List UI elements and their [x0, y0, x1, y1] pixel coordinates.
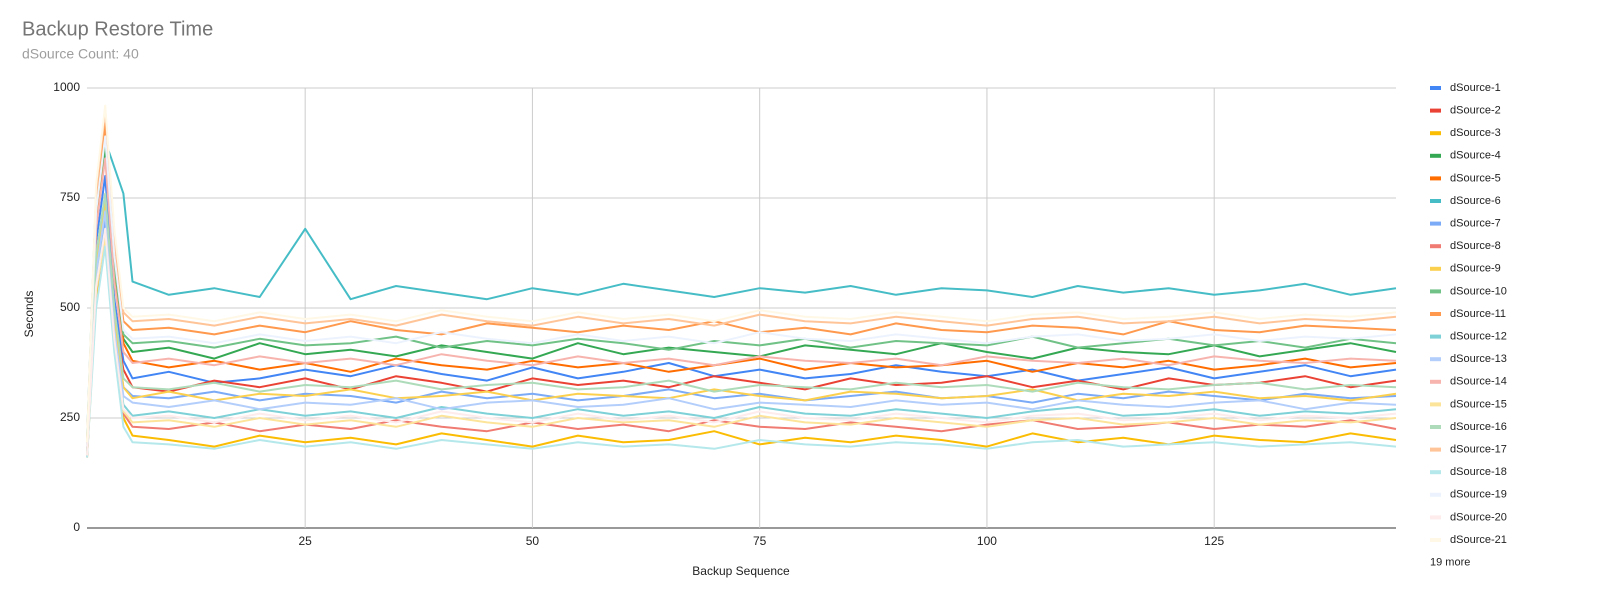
legend-label: dSource-10 — [1450, 285, 1507, 297]
x-tick-label: 25 — [298, 534, 312, 548]
legend-more: 19 more — [1430, 557, 1470, 569]
series-line — [86, 241, 1397, 458]
legend-label: dSource-4 — [1450, 150, 1501, 162]
legend-swatch — [1430, 86, 1441, 90]
legend-swatch — [1430, 244, 1441, 249]
series-line — [86, 131, 1397, 452]
x-tick-label: 75 — [753, 534, 767, 548]
legend-swatch — [1430, 266, 1441, 271]
series-line — [86, 201, 1397, 454]
legend-label: dSource-20 — [1450, 511, 1507, 523]
series-line — [86, 104, 1397, 443]
y-tick-label: 500 — [60, 300, 80, 314]
legend-swatch — [1430, 470, 1441, 475]
legend-label: dSource-3 — [1450, 127, 1501, 139]
y-tick-label: 750 — [60, 190, 80, 204]
legend-label: dSource-13 — [1450, 353, 1507, 365]
legend-swatch — [1430, 289, 1441, 294]
x-tick-label: 125 — [1204, 534, 1224, 548]
legend-label: dSource-12 — [1450, 331, 1507, 343]
series-line — [86, 192, 1397, 452]
legend-swatch — [1430, 425, 1441, 429]
grid — [87, 87, 1396, 529]
series-line — [86, 227, 1397, 456]
y-axis-label: Seconds — [22, 291, 36, 338]
legend-label: dSource-11 — [1450, 308, 1506, 320]
series-line — [86, 148, 1397, 445]
legend-swatch — [1430, 357, 1441, 362]
legend-label: dSource-17 — [1450, 444, 1507, 456]
legend-label: dSource-8 — [1450, 240, 1501, 252]
legend-label: dSource-6 — [1450, 195, 1501, 207]
series-line — [86, 245, 1397, 458]
legend-label: dSource-2 — [1450, 105, 1501, 117]
legend-label: dSource-21 — [1450, 534, 1507, 546]
series-line — [86, 109, 1397, 443]
legend-label: dSource-7 — [1450, 218, 1501, 230]
y-tick-label: 1000 — [53, 80, 80, 94]
legend-swatch — [1430, 221, 1441, 226]
legend-label: dSource-16 — [1450, 421, 1507, 433]
chart-title: Backup Restore Time — [22, 18, 213, 40]
x-tick-label: 50 — [526, 534, 540, 548]
legend-swatch — [1430, 108, 1441, 113]
legend-label: dSource-5 — [1450, 172, 1501, 184]
plot-lines — [86, 104, 1397, 458]
legend-swatch — [1430, 402, 1441, 407]
y-tick-label: 0 — [73, 520, 80, 534]
series-line — [86, 236, 1397, 456]
legend: dSource-1 dSource-2 dSource-3 dSource-4 dSou… — [1430, 82, 1507, 569]
legend-label: dSource-19 — [1450, 489, 1507, 501]
series-line — [86, 139, 1397, 447]
y-tick-label: 250 — [60, 410, 80, 424]
legend-swatch — [1430, 515, 1441, 520]
legend-label: dSource-14 — [1450, 376, 1507, 388]
chart-subtitle: dSource Count: 40 — [22, 46, 139, 62]
legend-swatch — [1430, 492, 1441, 497]
series-line — [86, 227, 1397, 456]
legend-swatch — [1430, 334, 1441, 339]
legend-swatch — [1430, 131, 1441, 136]
legend-swatch — [1430, 312, 1441, 316]
legend-swatch — [1430, 153, 1441, 158]
legend-label: dSource-18 — [1450, 466, 1507, 478]
legend-label: dSource-15 — [1450, 398, 1507, 410]
x-axis-label: Backup Sequence — [692, 564, 790, 578]
legend-swatch — [1430, 538, 1441, 542]
series-line — [86, 175, 1397, 449]
legend-swatch — [1430, 447, 1441, 452]
series-line — [86, 157, 1397, 449]
legend-swatch — [1430, 199, 1441, 203]
series-line — [86, 227, 1397, 458]
legend-label: dSource-9 — [1450, 263, 1501, 275]
series-line — [86, 210, 1397, 454]
legend-swatch — [1430, 379, 1441, 384]
legend-label: dSource-1 — [1450, 82, 1501, 94]
x-tick-label: 100 — [977, 534, 997, 548]
series-line — [86, 135, 1397, 447]
series-line — [86, 139, 1397, 441]
legend-swatch — [1430, 176, 1441, 181]
series-line — [86, 122, 1397, 445]
